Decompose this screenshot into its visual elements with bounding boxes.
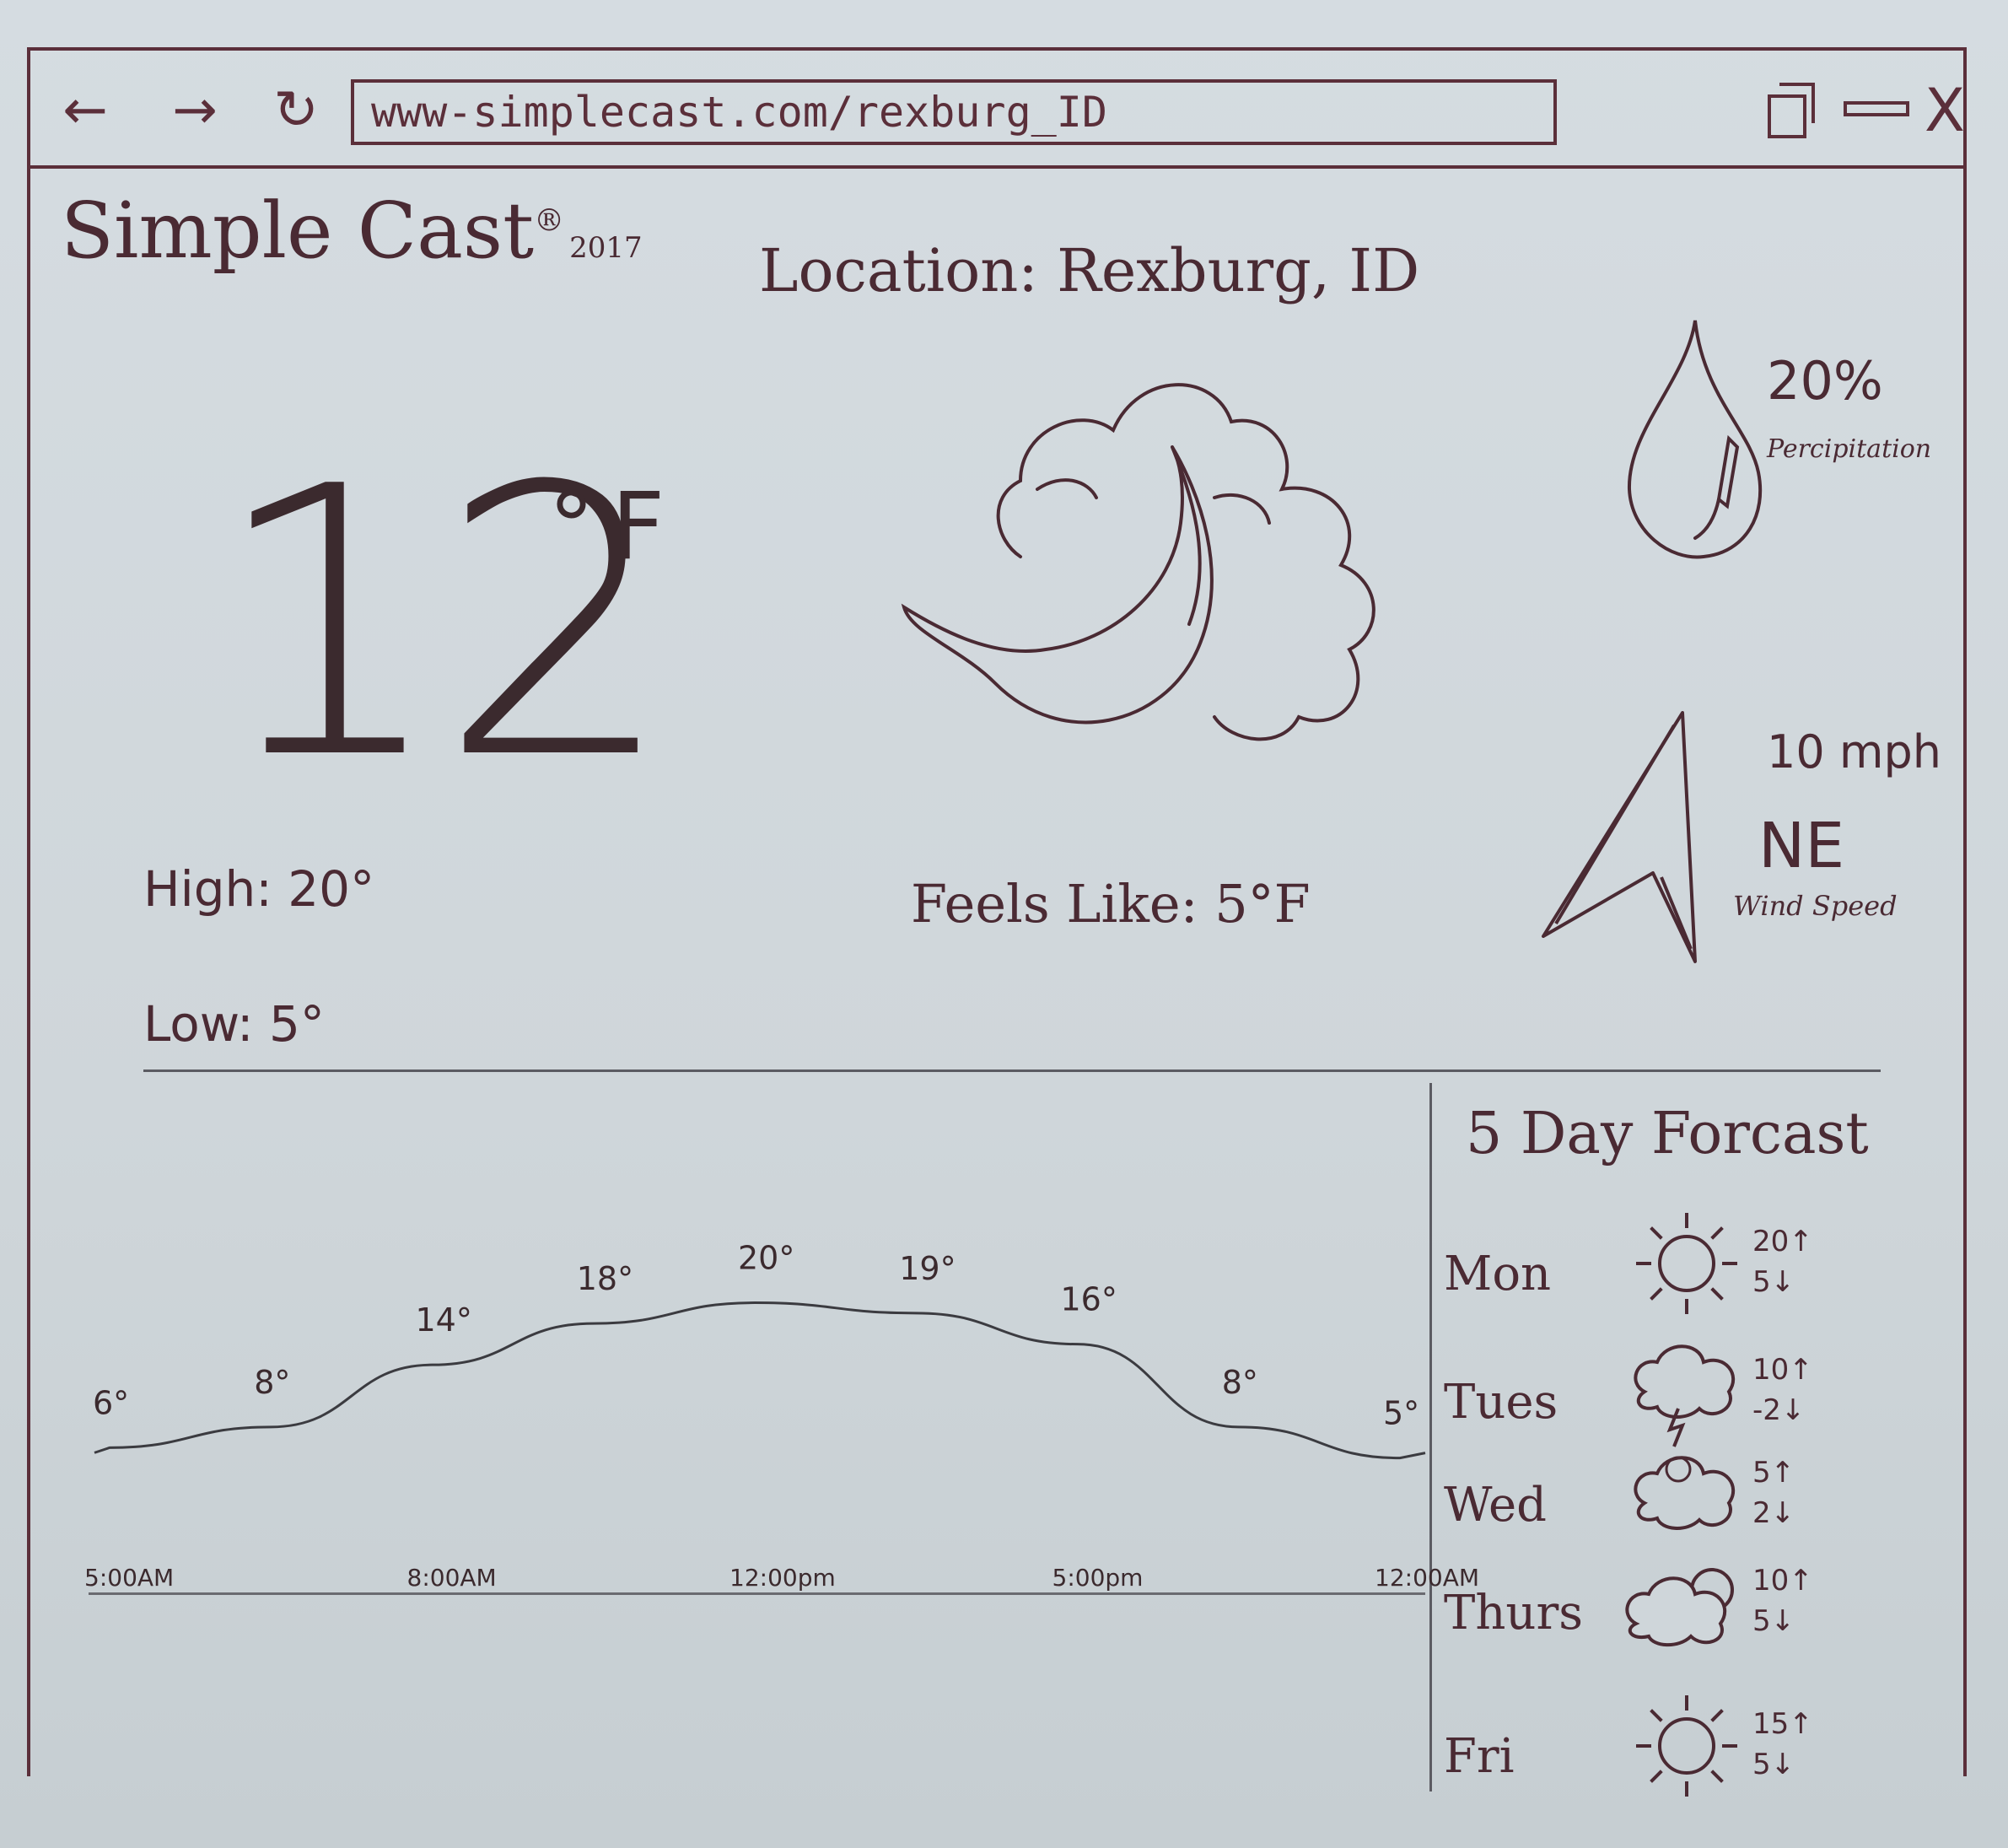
app-logo[interactable]: Simple Cast®2017 [61,186,643,276]
browser-window: ← → ↻ www-simplecast.com/rexburg_ID X [27,47,1967,1776]
forecast-day-thurs: Thurs [1444,1586,1583,1641]
low-temperature: Low: 5° [143,995,325,1053]
url-bar[interactable]: www-simplecast.com/rexburg_ID [351,79,1557,145]
logo-year: 2017 [569,231,643,265]
forecast-day-tues: Tues [1444,1375,1558,1430]
current-temperature: 12 [211,408,675,840]
temperature-point [1238,1426,1240,1428]
temperature-point [754,1302,756,1304]
section-divider [143,1069,1881,1072]
forecast-title: 5 Day Forcast [1466,1101,1869,1167]
temperature-data-label: 14° [416,1301,472,1339]
back-arrow-icon: ← [62,79,108,142]
time-tick-label: 5:00pm [1052,1564,1144,1592]
high-temperature: High: 20° [143,860,375,918]
restore-window-icon[interactable] [1768,81,1818,140]
wind-direction-value: NE [1758,810,1845,882]
browser-titlebar: ← → ↻ www-simplecast.com/rexburg_ID X [30,51,1965,169]
forecast-low: -2↓ [1752,1393,1806,1427]
temperature-data-label: 6° [93,1384,129,1421]
temperature-data-label: 8° [254,1364,290,1401]
forecast-high: 20↑ [1752,1225,1813,1258]
forecast-day-fri: Fri [1444,1729,1515,1784]
temperature-unit: °F [548,472,682,580]
minimize-window-icon[interactable] [1844,81,1911,140]
temperature-point [1399,1457,1401,1459]
forecast-high: 10↑ [1752,1564,1813,1597]
logo-text: Simple Cast [61,186,535,276]
time-tick-label: 12:00AM [1375,1564,1479,1592]
temperature-data-label: 18° [577,1260,633,1297]
chart-baseline [89,1592,1425,1595]
forecast-day-wed: Wed [1444,1478,1547,1533]
raindrop-icon [1627,320,1763,559]
time-tick-label: 12:00pm [729,1564,836,1592]
sun-icon [1619,1213,1754,1314]
temperature-point [915,1312,917,1314]
close-window-icon[interactable]: X [1925,76,1965,145]
forecast-divider [1429,1083,1432,1791]
feels-like: Feels Like: 5°F [911,873,1311,935]
temperature-data-label: 16° [1061,1281,1117,1318]
back-button[interactable]: ← [47,81,123,140]
forward-button[interactable]: → [157,81,233,140]
forecast-high: 15↑ [1752,1707,1813,1741]
registered-mark: ® [534,203,565,239]
temperature-data-label: 5° [1383,1395,1419,1432]
forecast-high: 10↑ [1752,1353,1813,1387]
temperature-point [270,1426,272,1428]
time-tick-label: 8:00AM [407,1564,497,1592]
temperature-data-label: 8° [1222,1364,1258,1401]
wind-speed-label: Wind Speed [1733,890,1898,922]
temperature-data-label: 19° [899,1250,956,1287]
wind-speed-value: 10 mph [1767,725,1941,779]
forecast-low: 2↓ [1752,1496,1795,1530]
storm-cloud-icon [1619,1341,1754,1447]
partly-cloudy-icon [1619,1552,1754,1653]
forecast-low: 5↓ [1752,1604,1795,1638]
forecast-high: 5↑ [1752,1456,1795,1490]
temperature-point [593,1323,595,1324]
refresh-button[interactable]: ↻ [258,81,334,140]
forward-arrow-icon: → [172,79,218,142]
sun-icon [1619,1695,1754,1797]
forecast-day-mon: Mon [1444,1247,1552,1301]
temperature-data-label: 20° [738,1240,794,1277]
precipitation-label: Percipitation [1767,434,1932,464]
snow-cloud-icon [1619,1444,1754,1545]
precipitation-value: 20% [1767,350,1883,412]
wind-direction-icon [1542,711,1697,963]
refresh-icon: ↻ [273,79,319,142]
temperature-point [432,1364,433,1366]
moon-cloud-icon [901,383,1375,741]
location-label: Location: Rexburg, ID [759,236,1420,305]
forecast-low: 5↓ [1752,1265,1795,1299]
forecast-low: 5↓ [1752,1748,1795,1781]
time-tick-label: 5:00AM [84,1564,174,1592]
